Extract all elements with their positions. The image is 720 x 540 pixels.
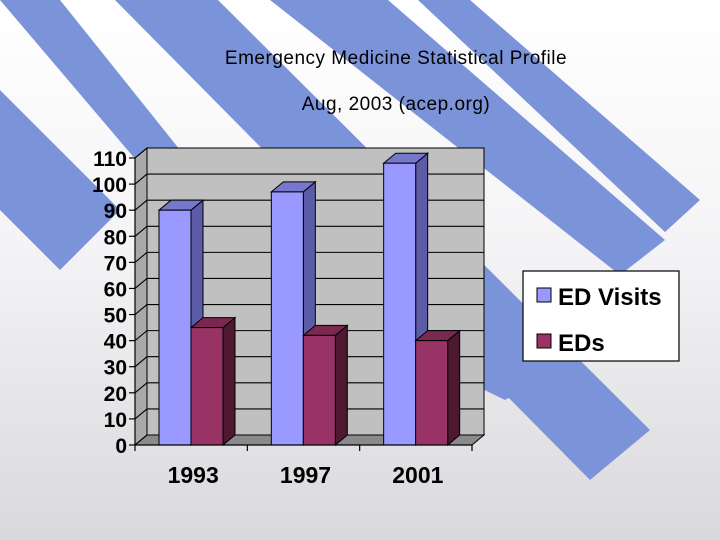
background-stripe	[0, 90, 120, 270]
x-axis: 1993 1997 2001	[134, 444, 473, 488]
y-tick-label: 30	[104, 357, 127, 380]
gridlines	[134, 147, 484, 446]
gridline	[134, 434, 484, 446]
bar-eds-1993	[189, 316, 237, 447]
y-tick-label: 90	[104, 200, 127, 223]
y-tick-label: 50	[104, 305, 127, 328]
y-axis: 0 10 20 30 40 50 60 70 80 90 100 110	[92, 148, 136, 458]
gridline	[134, 303, 484, 315]
bars	[157, 152, 462, 447]
x-tick-label: 1993	[168, 462, 219, 488]
bar-front	[158, 209, 192, 446]
legend: ED Visits EDs	[522, 270, 680, 362]
y-tick-label: 20	[104, 383, 127, 406]
y-tick-label: 60	[104, 278, 127, 301]
y-tick-label: 70	[104, 252, 127, 275]
slide-title: Emergency Medicine Statistical Profile	[224, 48, 568, 69]
slide-subtitle: Aug, 2003 (acep.org)	[301, 94, 491, 115]
y-tick-label: 40	[104, 331, 127, 354]
gridline	[134, 225, 484, 237]
bar-front	[270, 191, 304, 446]
bar-front	[415, 340, 449, 446]
gridline	[134, 173, 484, 185]
x-tick-label: 1997	[280, 462, 331, 488]
bar-side	[447, 329, 461, 447]
legend-swatch	[536, 333, 552, 349]
gridline	[134, 251, 484, 263]
y-tick-label: 10	[104, 409, 127, 432]
bar-front	[302, 334, 336, 446]
legend-item: EDs	[536, 330, 605, 357]
y-tick-label: 100	[92, 174, 127, 197]
background-stripe	[270, 0, 665, 275]
gridline	[134, 382, 484, 394]
plot-side-wall	[134, 146, 148, 447]
x-tick-label: 2001	[392, 462, 443, 488]
bar-side	[222, 316, 236, 447]
legend-swatch	[536, 287, 552, 303]
gridline	[134, 330, 484, 342]
gridline	[134, 356, 484, 368]
legend-label: EDs	[558, 330, 605, 357]
background-stripe	[418, 0, 700, 232]
gridline	[134, 199, 484, 211]
bar-eds-1997	[301, 324, 349, 447]
y-tick-label: 110	[93, 148, 127, 171]
gridline	[134, 408, 484, 420]
gridline	[134, 147, 484, 159]
y-tick-label: 0	[115, 435, 127, 458]
legend-item: ED Visits	[536, 284, 662, 311]
bar-side	[334, 324, 348, 447]
bar-front	[383, 162, 417, 446]
y-tick-label: 80	[104, 226, 127, 249]
legend-label: ED Visits	[558, 284, 662, 311]
bar-front	[190, 327, 224, 446]
gridline	[134, 277, 484, 289]
bar-eds-2001	[414, 329, 462, 447]
